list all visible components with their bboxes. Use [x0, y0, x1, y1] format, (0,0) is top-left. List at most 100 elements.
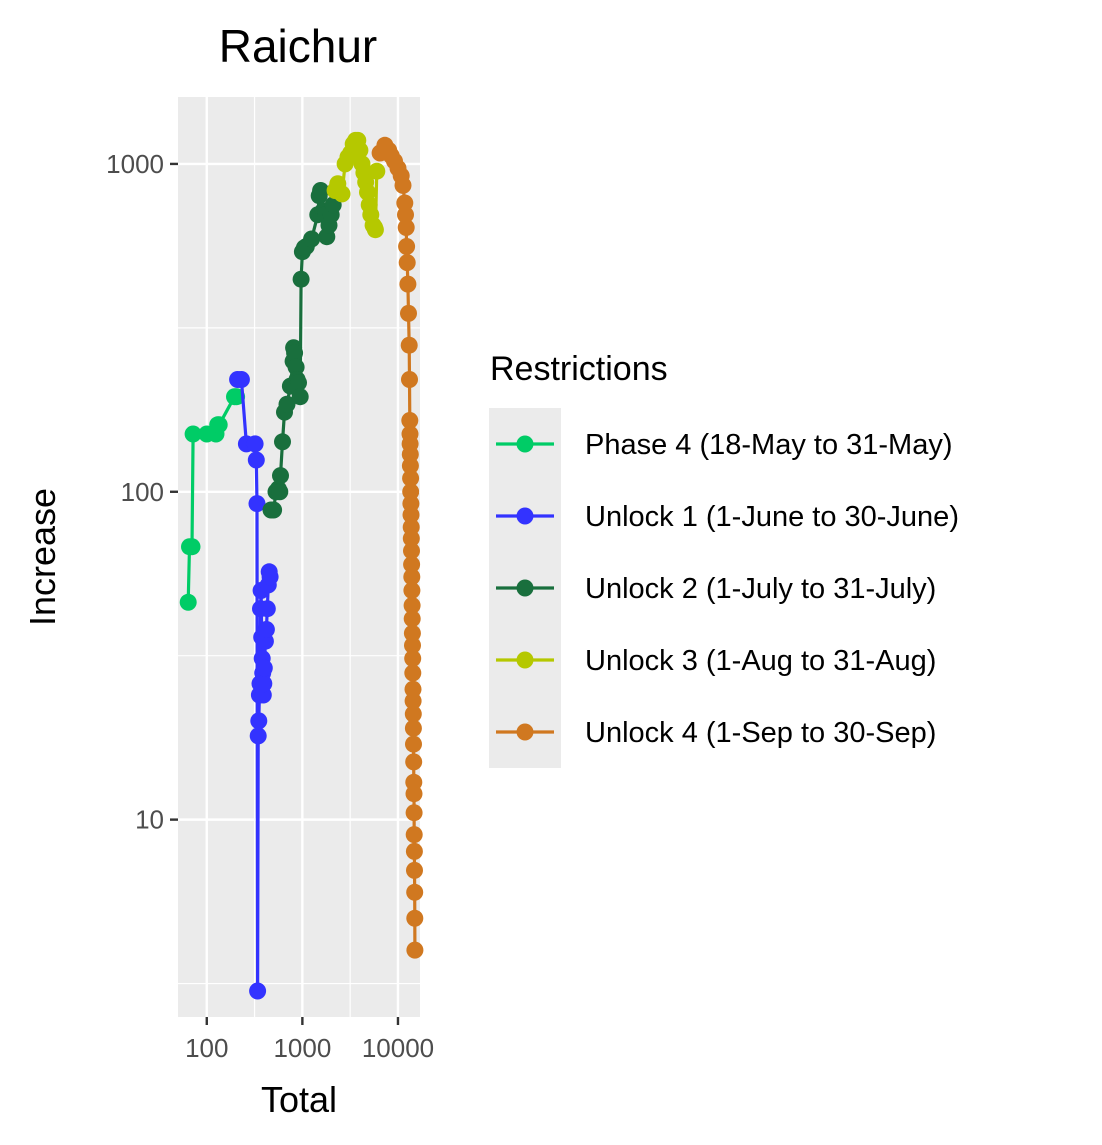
data-point [286, 344, 304, 362]
legend-label: Unlock 4 (1-Sep to 30-Sep) [585, 717, 936, 749]
data-point [246, 435, 264, 453]
legend-key-point [516, 507, 534, 525]
legend-key-point [516, 579, 534, 597]
data-point [210, 416, 228, 434]
data-point [404, 705, 422, 723]
data-point [261, 568, 279, 586]
data-point [403, 556, 421, 573]
legend-item: Unlock 2 (1-July to 31-July) [496, 573, 936, 605]
data-point [399, 275, 417, 293]
data-point [290, 374, 307, 392]
data-point [232, 371, 250, 388]
data-point [401, 412, 419, 429]
data-point [404, 664, 422, 682]
data-point [406, 941, 424, 959]
data-point [405, 735, 422, 753]
series-group [179, 388, 246, 611]
legend-label: Unlock 2 (1-July to 31-July) [585, 573, 936, 605]
data-point [400, 336, 418, 354]
data-point [366, 221, 384, 239]
series-group [229, 371, 279, 1000]
data-point [406, 883, 424, 901]
y-axis: 10 100 1000 [106, 149, 178, 835]
data-point [351, 141, 369, 159]
series-group [326, 131, 386, 239]
data-point [401, 371, 418, 388]
data-point [398, 238, 416, 255]
data-point [402, 483, 420, 501]
x-axis-title: Total [261, 1079, 337, 1120]
x-tick-label: 10000 [362, 1033, 434, 1063]
data-point [403, 542, 420, 560]
x-tick-label: 1000 [273, 1033, 331, 1063]
data-point [406, 861, 423, 879]
legend-key-point [516, 651, 534, 669]
data-point [406, 909, 424, 927]
legend-label: Unlock 1 (1-June to 30-June) [585, 501, 959, 533]
data-point [255, 659, 273, 677]
legend-key-point [516, 435, 534, 453]
series-group [371, 136, 424, 959]
data-point [404, 680, 422, 698]
data-point [401, 457, 419, 475]
legend-item: Phase 4 (18-May to 31-May) [496, 429, 952, 461]
data-point [404, 692, 422, 710]
y-axis-title: Increase [22, 488, 63, 626]
minor-gridlines [178, 97, 420, 1017]
data-point [403, 610, 421, 628]
data-point [397, 219, 415, 236]
series-layer [179, 131, 424, 1000]
chart-title: Raichur [219, 20, 378, 72]
data-point [404, 650, 422, 667]
legend-items: Phase 4 (18-May to 31-May) Unlock 1 (1-Ju… [496, 429, 959, 749]
plot-panel [178, 97, 420, 1017]
data-point [404, 719, 422, 737]
x-tick-label: 100 [185, 1033, 228, 1063]
data-point [405, 785, 423, 803]
data-point [179, 593, 197, 611]
data-point [255, 675, 273, 693]
data-point [403, 568, 421, 586]
data-point [402, 530, 420, 547]
data-point [258, 600, 276, 618]
data-point [403, 624, 421, 642]
data-point [291, 388, 309, 406]
data-point [402, 469, 420, 487]
data-point [402, 506, 420, 524]
legend-item: Unlock 3 (1-Aug to 31-Aug) [496, 645, 936, 677]
data-point [303, 230, 321, 248]
data-point [398, 254, 416, 272]
data-point [292, 270, 310, 288]
legend-label: Phase 4 (18-May to 31-May) [585, 429, 952, 461]
data-point [249, 982, 267, 1000]
legend: Restrictions Phase 4 (18-May to 31-May) U… [489, 350, 959, 768]
data-point [312, 182, 330, 199]
data-point [287, 358, 305, 376]
data-point [403, 597, 421, 614]
data-point [250, 712, 268, 730]
data-point [405, 842, 423, 860]
data-point [403, 582, 421, 599]
legend-title: Restrictions [490, 350, 668, 388]
y-tick-label: 1000 [106, 149, 164, 179]
data-point [405, 826, 423, 844]
data-point [184, 425, 202, 443]
data-point [400, 304, 417, 322]
legend-key-point [516, 723, 534, 741]
data-point [405, 753, 423, 771]
legend-item: Unlock 4 (1-Sep to 30-Sep) [496, 717, 936, 749]
data-point [271, 483, 289, 501]
data-point [405, 804, 423, 822]
x-axis: 100 1000 10000 [185, 1017, 434, 1063]
legend-label: Unlock 3 (1-Aug to 31-Aug) [585, 645, 936, 677]
data-point [272, 467, 289, 485]
data-point [333, 185, 351, 203]
data-point [257, 621, 275, 638]
data-point [397, 206, 414, 224]
data-point [394, 176, 412, 194]
data-point [183, 538, 201, 556]
data-point [274, 433, 291, 451]
legend-item: Unlock 1 (1-June to 30-June) [496, 501, 959, 533]
data-point [248, 495, 266, 513]
